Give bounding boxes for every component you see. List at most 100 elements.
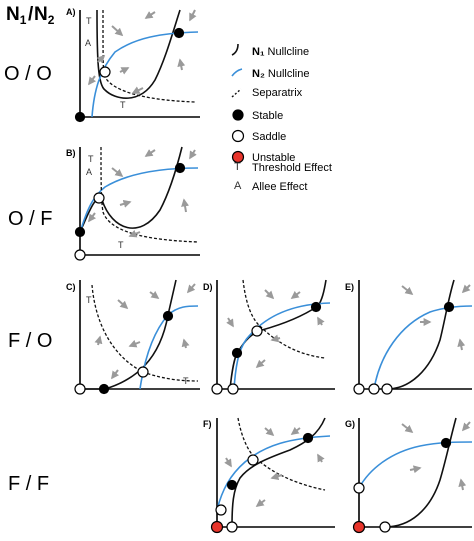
axes [358,418,472,528]
stable-point [74,111,86,123]
stable-point [310,301,322,313]
legend-n1-swatch [231,43,239,56]
legend-saddle-label: Saddle [252,131,286,143]
panel-c: C) T T [66,279,200,395]
saddle-point [137,366,149,378]
stable-point [162,310,174,322]
saddle-point [93,192,105,204]
flow-arrow [131,86,144,94]
flow-arrow [226,317,234,328]
legend-separatrix-label: Separatrix [252,87,303,99]
legend-unstable-label: Unstable [252,152,295,164]
flow-arrow [177,58,186,71]
flow-arrow [409,465,422,474]
saddle-point [379,521,391,533]
panel-d: D) [203,279,335,395]
header-n2: N2 [34,4,55,27]
flow-arrow [117,299,129,310]
saddle-point [247,454,259,466]
legend-stable-label: Stable [252,110,283,122]
saddle-point [251,325,263,337]
threshold-mark: T [86,295,92,305]
saddle-point [74,383,86,395]
flow-arrow [149,290,160,299]
panel-letter-b: B) [66,148,76,158]
flow-arrow [111,167,124,177]
threshold-mark: T [118,240,124,250]
flow-arrow [290,290,301,299]
panel-letter-a: A) [66,7,76,17]
allee-mark: A [86,167,92,177]
flow-arrow [317,316,325,326]
n1-nullcline [386,279,455,390]
panel-a: A) T A T [66,7,200,123]
n1-nullcline [80,279,177,390]
flow-arrow [290,426,301,435]
allee-mark: A [85,38,91,48]
flow-arrow [88,212,97,223]
panel-letter-g: G) [345,419,355,429]
flow-arrow [96,54,106,64]
flow-arrow [255,359,266,369]
legend-threshold-label: Threshold Effect [252,162,332,174]
legend: N₁ Nullcline N₂ Nullcline Separatrix Sta… [231,43,332,193]
flow-arrow [224,457,232,468]
flow-arrow [401,423,414,433]
row-label-of: O / F [8,208,52,230]
flow-arrow [186,283,196,294]
flow-arrow [128,229,141,238]
legend-unstable-swatch [231,150,245,164]
axes [216,280,335,390]
saddle-point [227,383,239,395]
legend-allee-symbol: A [234,180,242,192]
legend-threshold-symbol: T [234,161,241,173]
flow-arrow [88,75,97,86]
legend-allee-label: Allee Effect [252,181,307,193]
flow-arrow [270,334,281,343]
stable-point [173,27,185,39]
threshold-mark: T [120,100,126,110]
flow-arrow [94,335,103,346]
legend-n1-label: N₁ Nullcline [252,46,309,58]
threshold-mark: T [86,16,92,26]
separatrix [242,279,326,359]
saddle-point [226,521,238,533]
stable-point [74,226,86,238]
stable-point [174,162,186,174]
saddle-point [215,504,227,516]
flow-arrow [264,427,275,437]
panel-g: G) [345,417,473,534]
unstable-point [352,520,366,534]
flow-arrow [181,198,189,213]
panel-letter-f: F) [203,419,212,429]
flow-arrow [144,149,156,157]
n2-nullcline [79,167,199,234]
panel-letter-c: C) [66,282,76,292]
saddle-point [99,66,111,78]
flow-arrow [461,421,471,432]
flow-arrow [181,338,190,349]
flow-arrow [111,369,120,380]
flow-arrow [119,200,132,208]
legend-n2-label: N₂ Nullcline [252,68,309,80]
stable-point [226,479,238,491]
flow-arrow [457,338,466,351]
n2-nullcline [216,435,331,511]
flow-arrow [119,67,130,75]
saddle-point [211,383,223,395]
panel-b: B) T A T [66,146,200,261]
flow-arrow [270,472,283,480]
legend-saddle-swatch [231,129,245,143]
panel-letter-e: E) [345,282,354,292]
flow-arrow [401,285,414,295]
flow-arrow [458,478,467,491]
stable-point [98,383,110,395]
axes [358,280,472,390]
threshold-mark: T [88,154,94,164]
row-label-ff: F / F [8,473,49,495]
stable-point [440,437,452,449]
header-n1: N1 [6,4,27,27]
panel-e: E) [345,279,473,395]
stable-point [231,347,243,359]
